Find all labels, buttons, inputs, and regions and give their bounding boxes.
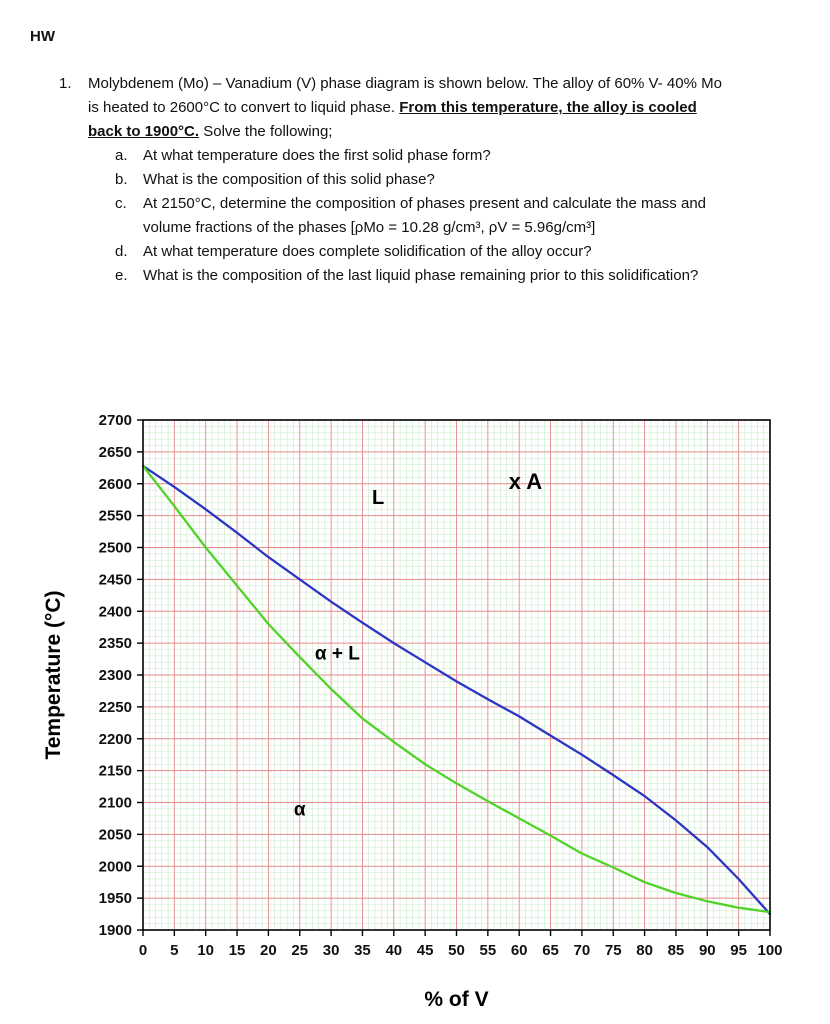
x-tick-label: 75 bbox=[605, 942, 622, 959]
y-tick-label: 1900 bbox=[99, 922, 132, 939]
chart-annotation-1: x A bbox=[509, 469, 543, 494]
page-title: HW bbox=[30, 28, 55, 45]
x-tick-label: 25 bbox=[291, 942, 308, 959]
y-tick-label: 2100 bbox=[99, 795, 132, 812]
subquestion-text: At what temperature does the first solid… bbox=[143, 147, 491, 164]
y-tick-label: 2700 bbox=[99, 413, 132, 429]
y-tick-label: 2550 bbox=[99, 508, 132, 525]
problem-number: 1. bbox=[59, 75, 72, 92]
subquestion-a: a. At what temperature does the first so… bbox=[115, 144, 727, 168]
x-tick-label: 80 bbox=[636, 942, 653, 959]
intro-emphasis: From this temperature, the alloy is cool… bbox=[88, 99, 697, 140]
y-tick-label: 2150 bbox=[99, 763, 132, 780]
x-tick-label: 90 bbox=[699, 942, 716, 959]
y-tick-label: 2400 bbox=[99, 603, 132, 620]
subquestion-e: e. What is the composition of the last l… bbox=[115, 264, 727, 288]
subquestion-text: What is the composition of this solid ph… bbox=[143, 171, 435, 188]
x-tick-label: 35 bbox=[354, 942, 371, 959]
chart-annotation-3: α bbox=[294, 799, 306, 820]
subquestion-b: b. What is the composition of this solid… bbox=[115, 168, 727, 192]
problem-intro: Molybdenem (Mo) – Vanadium (V) phase dia… bbox=[88, 72, 727, 144]
x-tick-label: 50 bbox=[448, 942, 465, 959]
x-tick-label: 65 bbox=[542, 942, 559, 959]
intro-text: Molybdenem (Mo) – Vanadium (V) phase dia… bbox=[88, 75, 722, 116]
subquestion-label: a. bbox=[115, 147, 128, 164]
x-tick-label: 85 bbox=[668, 942, 685, 959]
y-tick-label: 2450 bbox=[99, 571, 132, 588]
y-tick-label: 1950 bbox=[99, 890, 132, 907]
subquestion-d: d. At what temperature does complete sol… bbox=[115, 240, 727, 264]
x-tick-label: 20 bbox=[260, 942, 277, 959]
x-tick-label: 70 bbox=[574, 942, 591, 959]
x-tick-label: 0 bbox=[139, 942, 147, 959]
subquestion-label: c. bbox=[115, 195, 127, 212]
x-tick-label: 100 bbox=[757, 942, 782, 959]
x-tick-label: 55 bbox=[480, 942, 497, 959]
subquestion-label: b. bbox=[115, 171, 128, 188]
x-tick-label: 45 bbox=[417, 942, 434, 959]
y-axis-title: Temperature (°C) bbox=[42, 590, 65, 759]
phase-diagram-chart: 0 5 10 15 20 25 30 35 40 45 50 55 60 65 70 75 80 85 90 95 10… bbox=[40, 412, 820, 1013]
x-tick-label: 95 bbox=[730, 942, 747, 959]
problem-1: 1. Molybdenem (Mo) – Vanadium (V) phase … bbox=[59, 72, 727, 288]
chart-annotation-0: L bbox=[372, 487, 384, 509]
y-tick-label: 2600 bbox=[99, 476, 132, 493]
y-tick-label: 2350 bbox=[99, 635, 132, 652]
x-tick-label: 60 bbox=[511, 942, 528, 959]
x-tick-label: 30 bbox=[323, 942, 340, 959]
y-tick-label: 2500 bbox=[99, 540, 132, 557]
y-tick-label: 2300 bbox=[99, 667, 132, 684]
problem-body: Molybdenem (Mo) – Vanadium (V) phase dia… bbox=[88, 72, 727, 288]
subquestion-label: d. bbox=[115, 243, 128, 260]
phase-diagram-svg: 0 5 10 15 20 25 30 35 40 45 50 55 60 65 70 75 80 85 90 95 10… bbox=[42, 412, 783, 1011]
chart-annotation-2: α + L bbox=[315, 644, 360, 665]
subquestion-list: a. At what temperature does the first so… bbox=[115, 144, 727, 288]
y-tick-label: 2200 bbox=[99, 731, 132, 748]
x-axis-title: % of V bbox=[424, 988, 488, 1011]
intro-tail: Solve the following; bbox=[199, 123, 333, 140]
x-tick-label: 10 bbox=[197, 942, 214, 959]
subquestion-text: At 2150°C, determine the composition of … bbox=[143, 195, 706, 236]
solidus-curve bbox=[141, 464, 772, 914]
x-tick-label: 5 bbox=[170, 942, 178, 959]
subquestion-label: e. bbox=[115, 267, 128, 284]
y-tick-label: 2650 bbox=[99, 444, 132, 461]
subquestion-c: c. At 2150°C, determine the composition … bbox=[115, 192, 727, 240]
y-tick-label: 2250 bbox=[99, 699, 132, 716]
y-tick-label: 2000 bbox=[99, 858, 132, 875]
subquestion-text: At what temperature does complete solidi… bbox=[143, 243, 592, 260]
liquidus-curve bbox=[141, 464, 772, 916]
x-tick-label: 40 bbox=[385, 942, 402, 959]
y-tick-label: 2050 bbox=[99, 826, 132, 843]
x-tick-label: 15 bbox=[229, 942, 246, 959]
subquestion-text: What is the composition of the last liqu… bbox=[143, 267, 699, 284]
